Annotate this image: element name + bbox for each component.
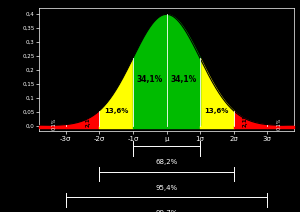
- Text: 0,1%: 0,1%: [276, 118, 281, 130]
- Text: 95,4%: 95,4%: [155, 185, 178, 191]
- Text: 0,1%: 0,1%: [52, 118, 57, 130]
- Text: 2,1%: 2,1%: [85, 112, 90, 127]
- Text: 34,1%: 34,1%: [170, 75, 197, 84]
- Text: 13,6%: 13,6%: [205, 108, 229, 114]
- Text: 68,2%: 68,2%: [155, 159, 178, 165]
- Text: 2,1%: 2,1%: [243, 112, 248, 127]
- Text: 34,1%: 34,1%: [136, 75, 163, 84]
- Text: 13,6%: 13,6%: [104, 108, 128, 114]
- Text: 99,7%: 99,7%: [155, 210, 178, 212]
